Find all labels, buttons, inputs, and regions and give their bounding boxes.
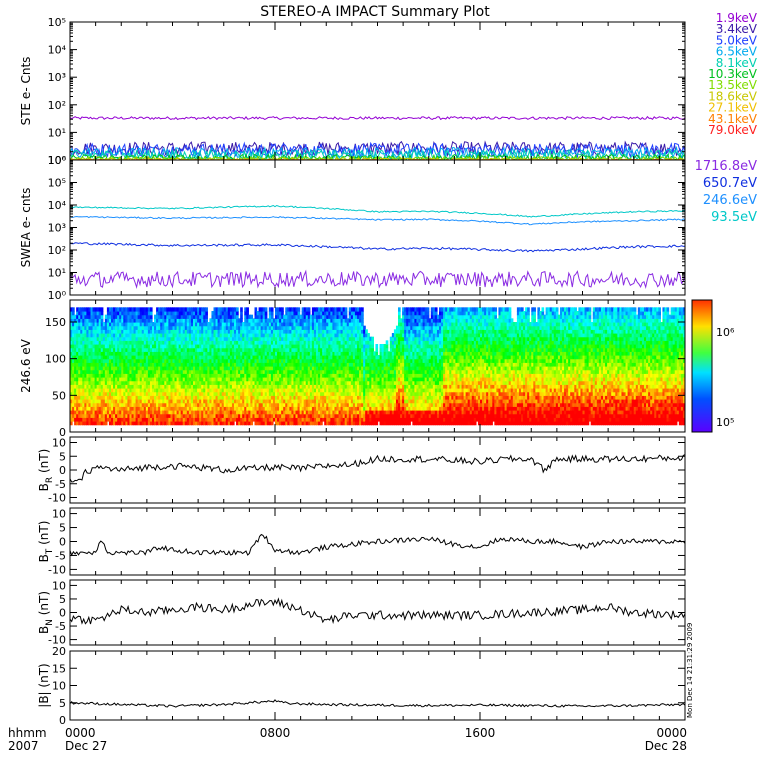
heat-cell bbox=[345, 315, 348, 319]
y-tick-label: 10¹ bbox=[48, 267, 66, 280]
heat-cell bbox=[298, 311, 301, 315]
heat-cell bbox=[101, 311, 104, 315]
heat-cell bbox=[250, 421, 253, 425]
series-line-1.9keV bbox=[70, 117, 685, 120]
heat-cell bbox=[150, 315, 153, 319]
heat-cell bbox=[271, 311, 274, 315]
panel-frame bbox=[70, 22, 685, 160]
heat-cell bbox=[246, 307, 249, 311]
heat-cell bbox=[236, 315, 239, 319]
series-line-1716.8eV bbox=[70, 271, 685, 287]
panel-data bbox=[70, 117, 685, 161]
heat-cell bbox=[205, 307, 208, 311]
legend-entry: 93.5eV bbox=[711, 210, 757, 225]
heat-cell bbox=[255, 307, 258, 311]
heat-cell bbox=[205, 315, 208, 319]
y-tick-label: 10³ bbox=[48, 71, 66, 84]
legend-entry: 650.7eV bbox=[703, 176, 757, 191]
panel-data bbox=[70, 307, 686, 425]
legend-entry: 246.6eV bbox=[703, 193, 757, 208]
panel-2: 10⁰ 10¹ 10² 10³ 10⁴ 10⁵ 10⁶ SWEA e- cnts 1716.8e… bbox=[19, 154, 757, 302]
heat-cell bbox=[240, 318, 243, 322]
heat-cell bbox=[205, 311, 208, 315]
series-line-650.7eV bbox=[70, 243, 685, 252]
heat-cell bbox=[101, 315, 104, 319]
y-tick-label: 10⁶ bbox=[48, 154, 67, 167]
heat-cell bbox=[101, 307, 104, 311]
heat-cell bbox=[205, 318, 208, 322]
heat-cell bbox=[345, 307, 348, 311]
heat-cell bbox=[246, 311, 249, 315]
heat-cell bbox=[265, 315, 268, 319]
heat-cell bbox=[150, 307, 153, 311]
heat-cell bbox=[320, 421, 323, 425]
heat-cell bbox=[232, 421, 235, 425]
heat-cell bbox=[105, 421, 108, 425]
heat-cell bbox=[240, 315, 243, 319]
heat-cell bbox=[72, 311, 75, 315]
heat-cell bbox=[236, 311, 239, 315]
heat-cell bbox=[363, 326, 366, 330]
y-tick-label: 10⁵ bbox=[48, 16, 66, 29]
y-tick-label: 10⁴ bbox=[48, 199, 67, 212]
heat-cell bbox=[281, 307, 284, 311]
heat-cell bbox=[361, 311, 364, 315]
heat-cell bbox=[367, 333, 370, 337]
legend-entry: 1716.8eV bbox=[695, 159, 757, 174]
heat-cell bbox=[101, 318, 104, 322]
legend-entry: 79.0keV bbox=[708, 123, 758, 137]
y-tick-label: 10² bbox=[48, 244, 66, 257]
panel-frame bbox=[70, 160, 685, 295]
heat-cell bbox=[150, 318, 153, 322]
panel-data bbox=[70, 206, 685, 288]
heat-cell bbox=[240, 311, 243, 315]
y-axis-label: SWEA e- cnts bbox=[19, 188, 33, 268]
y-tick-label: 10⁴ bbox=[48, 44, 67, 57]
y-axis-label: STE e- Cnts bbox=[19, 57, 33, 126]
series-line-246.6eV bbox=[70, 216, 685, 225]
heat-cell bbox=[265, 311, 268, 315]
heat-cell bbox=[236, 307, 239, 311]
series-line-93.5eV bbox=[70, 206, 685, 218]
heat-cell bbox=[271, 315, 274, 319]
y-tick-label: 10³ bbox=[48, 222, 66, 235]
y-tick-label: 10⁰ bbox=[48, 289, 67, 302]
heat-cell bbox=[361, 318, 364, 322]
heat-cell bbox=[308, 311, 311, 315]
heat-cell bbox=[150, 311, 153, 315]
heat-cell bbox=[271, 421, 274, 425]
heat-cell bbox=[361, 315, 364, 319]
y-tick-label: 10⁵ bbox=[48, 177, 66, 190]
heat-cell bbox=[281, 311, 284, 315]
heat-cell bbox=[72, 307, 75, 311]
page-title: STEREO-A IMPACT Summary Plot bbox=[260, 4, 490, 20]
heat-cell bbox=[265, 307, 268, 311]
heat-cell bbox=[308, 307, 311, 311]
heat-cell bbox=[240, 307, 243, 311]
heat-cell bbox=[361, 307, 364, 311]
y-tick-label: 10² bbox=[48, 99, 66, 112]
heat-cell bbox=[250, 315, 253, 319]
heat-cell bbox=[361, 322, 364, 326]
heat-cell bbox=[271, 307, 274, 311]
heat-cell bbox=[365, 329, 368, 333]
heat-cell bbox=[298, 307, 301, 311]
y-tick-label: 10¹ bbox=[48, 126, 66, 139]
heat-cell bbox=[345, 311, 348, 315]
